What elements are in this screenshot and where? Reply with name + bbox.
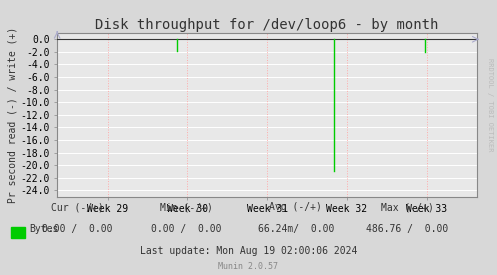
Text: Bytes: Bytes bbox=[29, 224, 58, 234]
Text: Cur (-/+): Cur (-/+) bbox=[51, 202, 103, 212]
Text: 0.00 /  0.00: 0.00 / 0.00 bbox=[42, 224, 112, 234]
Text: Max (-/+): Max (-/+) bbox=[381, 202, 434, 212]
Text: 486.76 /  0.00: 486.76 / 0.00 bbox=[366, 224, 449, 234]
Text: Min (-/+): Min (-/+) bbox=[160, 202, 213, 212]
Text: 66.24m/  0.00: 66.24m/ 0.00 bbox=[257, 224, 334, 234]
Text: Avg (-/+): Avg (-/+) bbox=[269, 202, 322, 212]
Y-axis label: Pr second read (-) / write (+): Pr second read (-) / write (+) bbox=[7, 27, 17, 203]
Text: Last update: Mon Aug 19 02:00:06 2024: Last update: Mon Aug 19 02:00:06 2024 bbox=[140, 246, 357, 255]
Title: Disk throughput for /dev/loop6 - by month: Disk throughput for /dev/loop6 - by mont… bbox=[95, 18, 439, 32]
Text: RRDTOOL / TOBI OETIKER: RRDTOOL / TOBI OETIKER bbox=[487, 58, 493, 151]
Text: 0.00 /  0.00: 0.00 / 0.00 bbox=[151, 224, 222, 234]
Text: Munin 2.0.57: Munin 2.0.57 bbox=[219, 262, 278, 271]
